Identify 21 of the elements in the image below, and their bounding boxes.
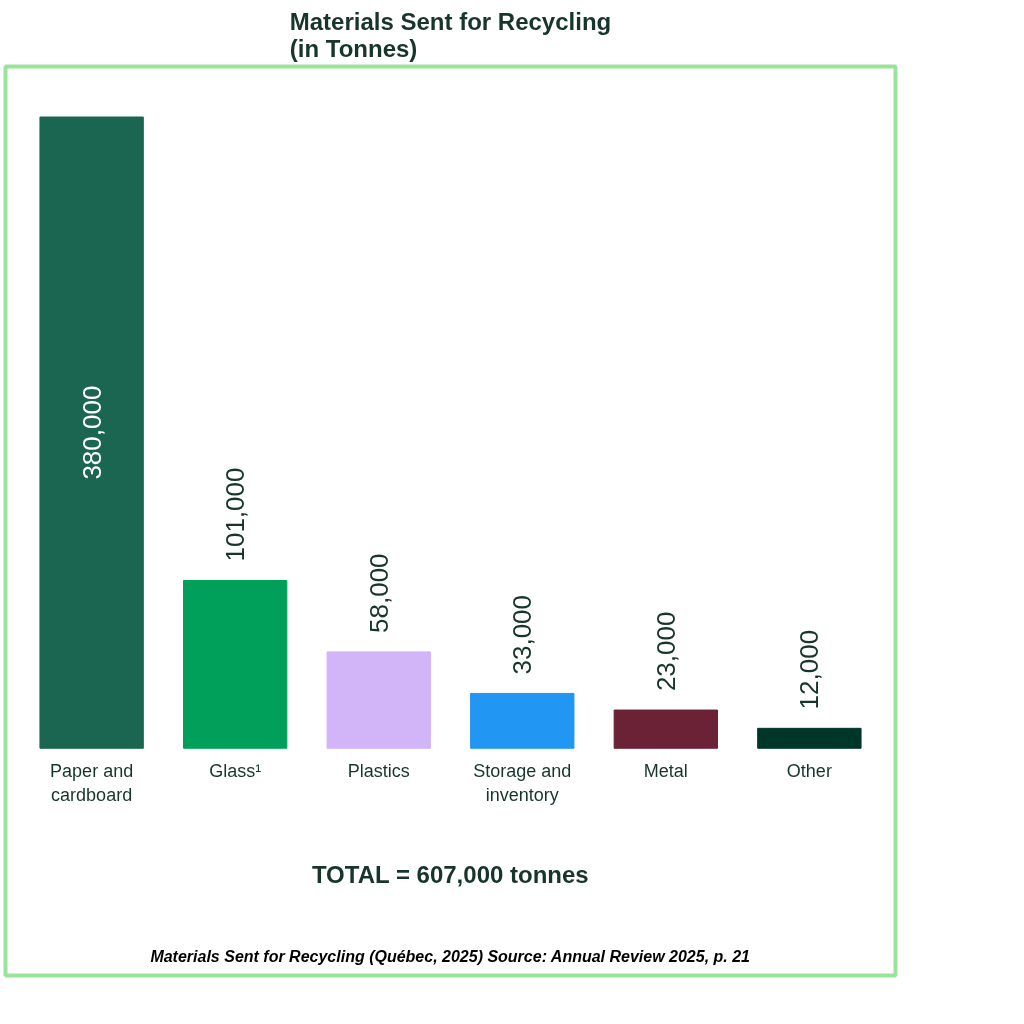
x-tick-label: Paper and cardboard <box>50 760 134 805</box>
data-label: 12,000 <box>794 629 825 710</box>
bar <box>326 651 431 749</box>
x-tick-label: Metal <box>643 760 688 781</box>
chart-title: Materials Sent for Recycling (in Tonnes) <box>289 7 612 62</box>
data-label: 380,000 <box>76 385 107 480</box>
bar <box>470 692 575 749</box>
x-tick-label: Storage and inventory <box>473 760 572 805</box>
data-label: 33,000 <box>507 594 538 675</box>
bar <box>757 727 862 749</box>
text: TOTAL = 607,000 tonnes <box>311 861 589 888</box>
data-label: 58,000 <box>363 553 394 633</box>
data-label: 23,000 <box>650 611 681 692</box>
data-label: 101,000 <box>220 467 251 562</box>
text: Materials Sent for Recycling (Québec, 2025) Source: Annual Review 2025, p. 21 <box>150 948 751 966</box>
bar <box>613 709 718 749</box>
x-tick-label: Plastics <box>347 760 410 781</box>
x-tick-label: Other <box>786 760 832 781</box>
x-tick-label: Glass¹ <box>209 760 262 781</box>
bar <box>183 579 288 749</box>
bar <box>39 116 144 749</box>
